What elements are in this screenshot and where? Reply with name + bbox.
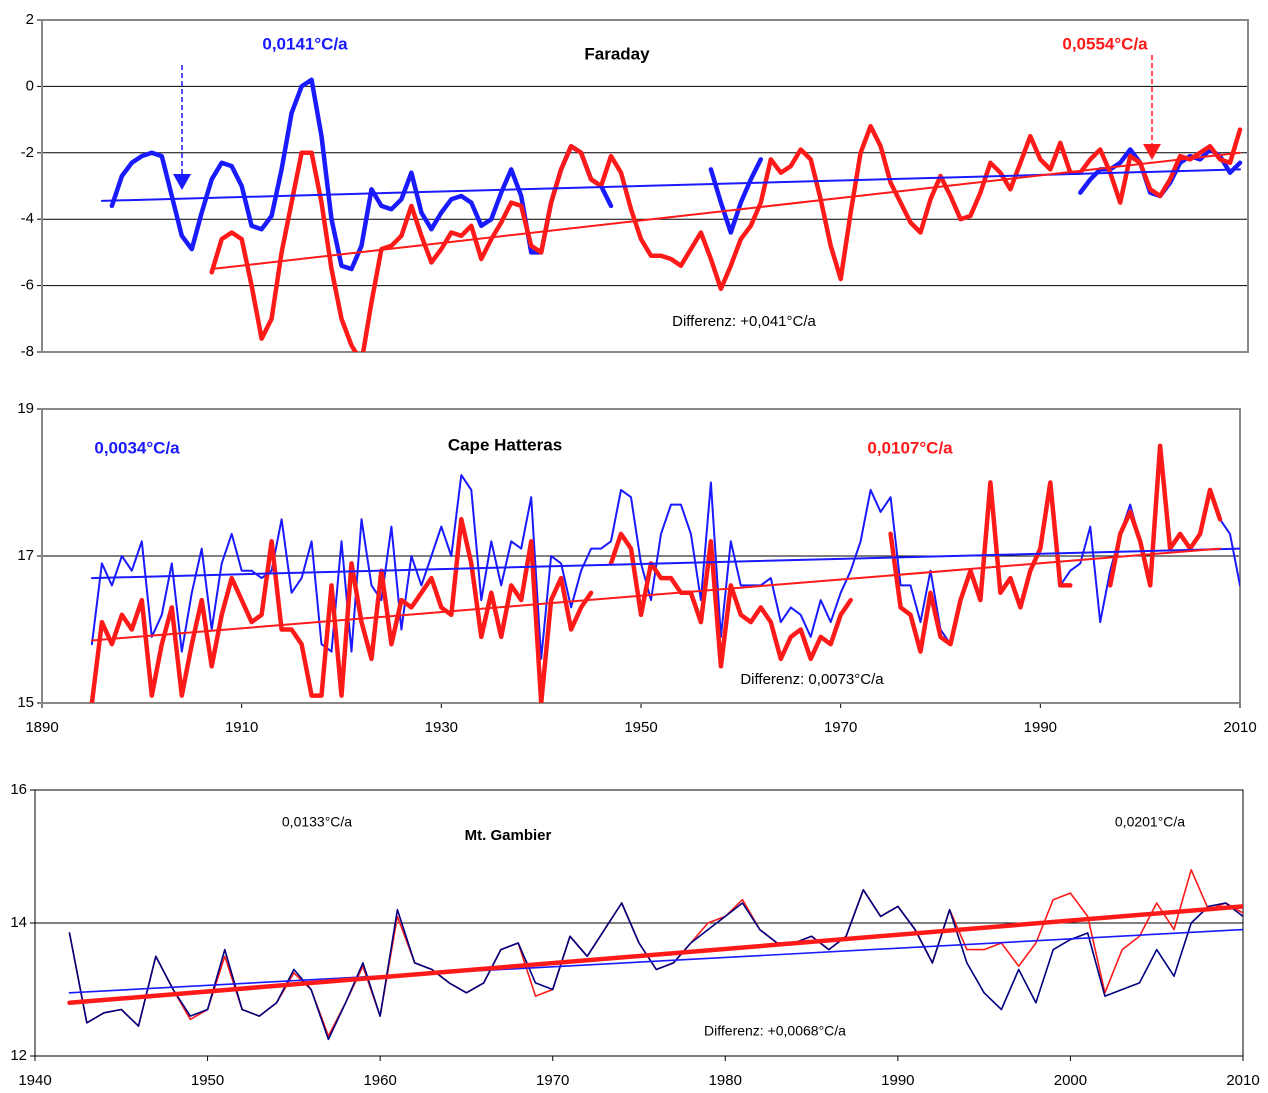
annotation: 0,0141°C/a bbox=[262, 34, 348, 53]
plot-frame bbox=[41, 408, 1241, 704]
annotation: 0,0554°C/a bbox=[1062, 34, 1148, 53]
x-tick-label: 2010 bbox=[1226, 1072, 1259, 1089]
arrow-head bbox=[173, 174, 191, 190]
data-line bbox=[89, 443, 1223, 703]
trend-line bbox=[100, 168, 1241, 202]
trend-line bbox=[90, 547, 1240, 580]
data-line bbox=[68, 889, 1243, 1041]
y-tick-label: 19 bbox=[17, 400, 34, 417]
plot-area bbox=[89, 443, 1240, 703]
trend-line bbox=[68, 928, 1243, 994]
x-tick-label: 1890 bbox=[25, 719, 58, 736]
x-tick-label: 1990 bbox=[1024, 719, 1057, 736]
annotation: Differenz: +0,0068°C/a bbox=[704, 1023, 846, 1039]
x-tick-label: 2000 bbox=[1054, 1072, 1087, 1089]
x-tick-label: 1950 bbox=[191, 1072, 224, 1089]
x-tick-label: 1970 bbox=[824, 719, 857, 736]
annotation: 0,0133°C/a bbox=[282, 814, 352, 830]
x-tick-label: 1980 bbox=[709, 1072, 742, 1089]
y-tick-label: -6 bbox=[21, 277, 34, 294]
y-tick-label: 2 bbox=[26, 11, 34, 28]
x-tick-label: 2010 bbox=[1223, 719, 1256, 736]
plot-frame bbox=[41, 19, 1249, 353]
y-tick-label: -2 bbox=[21, 144, 34, 161]
y-tick-label: 15 bbox=[17, 694, 34, 711]
plot-area bbox=[67, 869, 1243, 1041]
annotation: 0,0034°C/a bbox=[94, 438, 180, 457]
y-tick-label: 12 bbox=[10, 1047, 27, 1064]
y-tick-label: 17 bbox=[17, 547, 34, 564]
x-tick-label: 1990 bbox=[881, 1072, 914, 1089]
y-tick-label: 16 bbox=[10, 781, 27, 798]
plot-area bbox=[100, 77, 1243, 352]
x-tick-label: 1910 bbox=[225, 719, 258, 736]
plot-frame bbox=[34, 789, 1244, 1057]
arrow-head bbox=[1143, 144, 1161, 160]
annotation: 0,0201°C/a bbox=[1115, 814, 1185, 830]
chart-title: Faraday bbox=[584, 44, 650, 63]
y-tick-label: 0 bbox=[26, 77, 34, 94]
trend-line bbox=[67, 904, 1243, 1006]
x-tick-label: 1940 bbox=[18, 1072, 51, 1089]
chart-title: Mt. Gambier bbox=[465, 827, 552, 844]
chart-title: Cape Hatteras bbox=[448, 435, 562, 454]
annotation: Differenz: +0,041°C/a bbox=[672, 313, 816, 330]
annotation: 0,0107°C/a bbox=[867, 438, 953, 457]
data-line bbox=[209, 123, 1243, 352]
x-tick-label: 1930 bbox=[425, 719, 458, 736]
x-tick-label: 1960 bbox=[363, 1072, 396, 1089]
trend-line bbox=[210, 151, 1241, 270]
y-tick-label: 14 bbox=[10, 914, 27, 931]
y-tick-label: -4 bbox=[21, 210, 34, 227]
y-tick-label: -8 bbox=[21, 343, 34, 360]
annotation: Differenz: 0,0073°C/a bbox=[740, 671, 884, 688]
x-tick-label: 1970 bbox=[536, 1072, 569, 1089]
trend-line bbox=[90, 547, 1221, 642]
x-tick-label: 1950 bbox=[624, 719, 657, 736]
